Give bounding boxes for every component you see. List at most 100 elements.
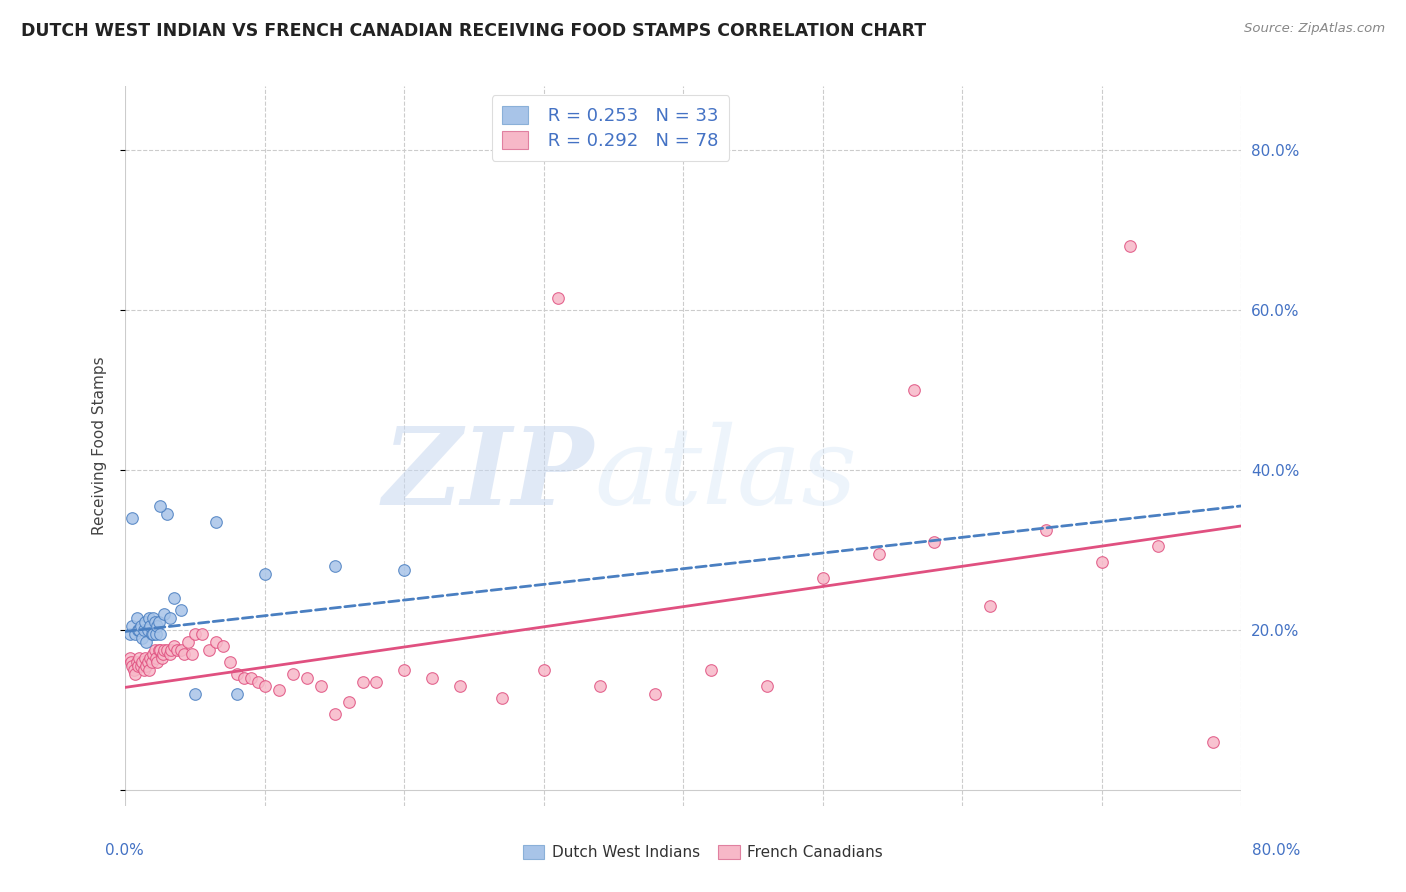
- Point: [152, 647, 174, 661]
- Point: [143, 615, 166, 629]
- Point: [146, 655, 169, 669]
- Point: [118, 650, 141, 665]
- Point: [903, 383, 925, 397]
- Point: [143, 642, 166, 657]
- Point: [533, 663, 555, 677]
- Point: [136, 623, 159, 637]
- Point: [337, 695, 360, 709]
- Point: [148, 642, 170, 657]
- Point: [159, 647, 181, 661]
- Point: [128, 650, 150, 665]
- Point: [156, 507, 179, 521]
- Point: [134, 650, 156, 665]
- Point: [121, 619, 143, 633]
- Point: [1091, 555, 1114, 569]
- Point: [142, 647, 165, 661]
- Point: [756, 679, 779, 693]
- Point: [295, 671, 318, 685]
- Point: [120, 655, 142, 669]
- Point: [1119, 239, 1142, 253]
- Point: [129, 619, 152, 633]
- Point: [153, 607, 176, 621]
- Point: [131, 631, 153, 645]
- Point: [124, 627, 146, 641]
- Point: [142, 627, 165, 641]
- Point: [148, 615, 170, 629]
- Point: [253, 679, 276, 693]
- Point: [141, 655, 163, 669]
- Point: [924, 535, 946, 549]
- Point: [128, 623, 150, 637]
- Point: [281, 666, 304, 681]
- Point: [122, 663, 145, 677]
- Y-axis label: Receiving Food Stamps: Receiving Food Stamps: [93, 357, 107, 535]
- Text: DUTCH WEST INDIAN VS FRENCH CANADIAN RECEIVING FOOD STAMPS CORRELATION CHART: DUTCH WEST INDIAN VS FRENCH CANADIAN REC…: [21, 22, 927, 40]
- Point: [170, 603, 193, 617]
- Text: 0.0%: 0.0%: [105, 843, 145, 858]
- Point: [309, 679, 332, 693]
- Point: [163, 639, 186, 653]
- Point: [1146, 539, 1168, 553]
- Point: [226, 666, 249, 681]
- Point: [129, 658, 152, 673]
- Point: [139, 650, 162, 665]
- Point: [121, 511, 143, 525]
- Point: [589, 679, 612, 693]
- Point: [1202, 735, 1225, 749]
- Point: [394, 663, 416, 677]
- Point: [449, 679, 471, 693]
- Point: [177, 635, 200, 649]
- Point: [700, 663, 723, 677]
- Point: [138, 611, 160, 625]
- Point: [125, 655, 148, 669]
- Point: [644, 687, 666, 701]
- Text: atlas: atlas: [595, 422, 858, 527]
- Point: [212, 639, 235, 653]
- Point: [198, 642, 221, 657]
- Point: [253, 566, 276, 581]
- Point: [127, 623, 149, 637]
- Point: [149, 499, 172, 513]
- Point: [1035, 523, 1057, 537]
- Point: [138, 663, 160, 677]
- Point: [246, 674, 269, 689]
- Point: [811, 571, 834, 585]
- Point: [141, 627, 163, 641]
- Point: [136, 655, 159, 669]
- Point: [184, 627, 207, 641]
- Point: [149, 642, 172, 657]
- Point: [226, 687, 249, 701]
- Point: [156, 642, 179, 657]
- Point: [170, 642, 193, 657]
- Point: [146, 619, 169, 633]
- Text: ZIP: ZIP: [382, 422, 595, 528]
- Point: [145, 627, 167, 641]
- Point: [205, 515, 228, 529]
- Point: [150, 650, 173, 665]
- Point: [127, 658, 149, 673]
- Point: [219, 655, 242, 669]
- Point: [166, 642, 188, 657]
- Point: [267, 682, 290, 697]
- Point: [394, 563, 416, 577]
- Point: [979, 599, 1001, 613]
- Point: [239, 671, 262, 685]
- Point: [163, 591, 186, 605]
- Legend:  R = 0.253   N = 33,  R = 0.292   N = 78: R = 0.253 N = 33, R = 0.292 N = 78: [492, 95, 730, 161]
- Point: [159, 611, 181, 625]
- Point: [181, 647, 204, 661]
- Point: [149, 627, 172, 641]
- Point: [491, 690, 513, 705]
- Point: [118, 627, 141, 641]
- Point: [132, 663, 155, 677]
- Point: [134, 615, 156, 629]
- Point: [135, 635, 157, 649]
- Point: [420, 671, 443, 685]
- Point: [352, 674, 374, 689]
- Point: [139, 619, 162, 633]
- Point: [124, 666, 146, 681]
- Point: [160, 642, 183, 657]
- Point: [184, 687, 207, 701]
- Point: [205, 635, 228, 649]
- Point: [142, 611, 165, 625]
